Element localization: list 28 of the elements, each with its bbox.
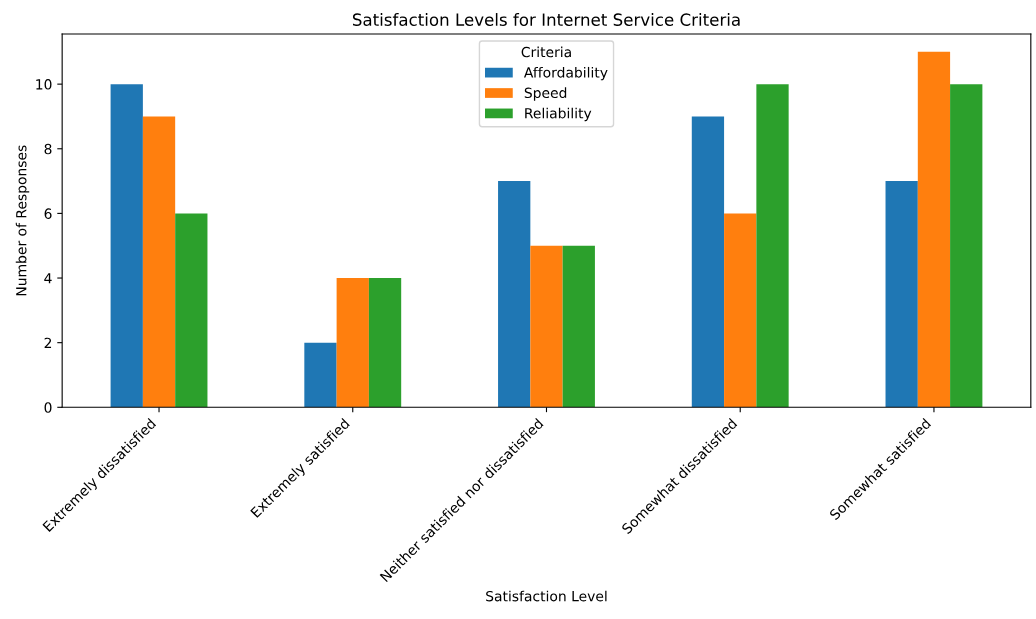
bar (336, 278, 369, 408)
y-tick-label: 10 (36, 79, 52, 90)
chart-title: Satisfaction Levels for Internet Service Criteria (352, 13, 740, 26)
bar (691, 116, 725, 408)
y-tick-label: 2 (44, 337, 52, 348)
y-tick-label: 8 (44, 143, 52, 155)
y-tick-label: 6 (44, 208, 52, 219)
legend-title: Criteria (521, 46, 571, 58)
y-tick-label: 4 (44, 273, 52, 284)
legend-label: Reliability (525, 107, 592, 122)
bar (530, 245, 563, 408)
bar (917, 51, 951, 408)
bar (724, 213, 757, 408)
y-tick-label: 0 (44, 402, 52, 413)
bar (368, 278, 402, 408)
bar (110, 84, 143, 408)
legend-label: Speed (524, 87, 567, 101)
bar (756, 84, 789, 408)
bar (950, 84, 983, 408)
bar (175, 213, 208, 408)
bar (885, 181, 918, 408)
y-axis-title: Number of Responses (15, 145, 30, 296)
bar (304, 342, 337, 408)
bar (498, 181, 531, 408)
legend-label: Affordability (523, 66, 608, 81)
bar (562, 245, 595, 408)
bar (142, 116, 176, 408)
x-axis-title: Satisfaction Level (486, 590, 607, 602)
